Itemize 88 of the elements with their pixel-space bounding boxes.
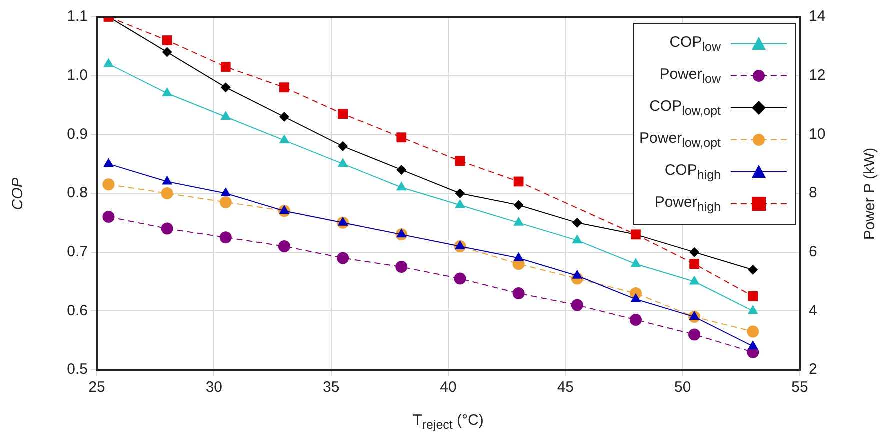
point [514,216,524,226]
legend-label: COP$_{low,opt}$ [650,98,721,118]
point [162,36,172,46]
legend-label: COP$_{high}$ [664,162,721,182]
point [338,109,348,120]
point [689,311,700,320]
y2-tick-label: 6 [809,243,818,260]
point [455,199,466,208]
point [220,82,231,93]
point [162,176,172,185]
point [338,158,348,168]
x-tick-label: 40 [440,379,457,396]
y2-tick-label: 4 [809,302,818,320]
y2-axis-title: Power P (kW) [862,147,878,240]
point [338,141,348,152]
y-tick-label: 0.8 [67,184,88,202]
point [572,234,583,244]
y-tick-label: 0.5 [67,361,88,378]
legend-label: COP$_{low}$ [670,34,721,54]
point [689,276,700,285]
point [455,188,466,198]
point [161,222,174,235]
point [396,228,407,238]
x-tick-label: 45 [557,379,574,396]
point [512,288,525,300]
point [220,232,232,244]
point [748,264,758,275]
point [514,176,524,187]
point [688,328,701,341]
point [161,188,174,200]
point [102,211,115,224]
point [279,112,290,122]
y-axis-title: COP [10,177,26,210]
point [102,178,115,191]
point [748,305,758,314]
point [514,252,524,262]
point [396,182,407,191]
point [280,82,290,93]
point [571,299,584,312]
point [162,87,172,96]
point [338,216,348,226]
point [396,164,407,175]
x-tick-label: 25 [88,379,106,396]
y2-tick-label: 2 [809,361,818,378]
y2-tick-label: 10 [809,126,826,143]
y2-tick-label: 14 [809,8,826,26]
x-axis-title: T$_{reject}$ (°C) [413,412,484,432]
point [690,247,700,258]
legend-label: Power$_{high}$ [654,194,721,214]
point [748,340,758,350]
y2-tick-label: 8 [809,184,818,202]
point [630,258,642,268]
point [454,272,466,285]
y-tick-label: 0.9 [67,126,88,143]
point [162,47,172,58]
point [337,252,350,264]
y-tick-label: 0.6 [67,302,88,320]
point [220,196,232,208]
point [690,259,700,270]
x-tick-label: 35 [322,379,340,396]
point [396,261,408,274]
y2-tick-label: 12 [809,66,826,84]
point [104,58,114,68]
point [104,158,114,168]
point [748,292,758,302]
y-tick-label: 1.0 [67,66,88,84]
point [630,293,642,302]
point [572,218,582,228]
point [220,188,232,196]
point [455,240,466,250]
point [396,132,407,143]
point [220,62,231,72]
point [279,205,290,214]
point [514,200,524,210]
x-tick-label: 30 [206,379,223,396]
point [630,314,642,326]
point [279,134,290,144]
x-tick-label: 50 [674,379,692,396]
point [278,240,290,252]
legend-label: Power$_{low,opt}$ [640,130,721,150]
legend-label: Power$_{low}$ [660,66,721,86]
point [572,270,583,279]
point [220,111,232,120]
x-tick-label: 55 [792,379,808,396]
point [455,156,466,166]
point [747,326,760,338]
y-tick-label: 1.1 [67,8,88,26]
y-tick-label: 0.7 [67,243,88,260]
